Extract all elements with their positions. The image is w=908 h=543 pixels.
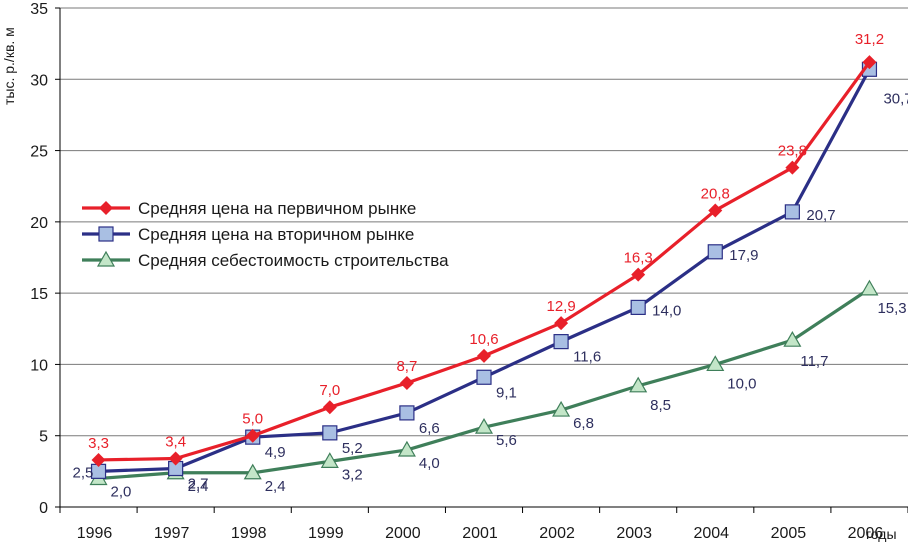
- series-3-point: [243, 463, 262, 480]
- series-2-point: [399, 405, 415, 421]
- data-label: 4,9: [265, 444, 286, 461]
- x-tick-label: 2006: [848, 525, 884, 542]
- series-1-point: [862, 55, 877, 70]
- x-tick-label: 1996: [77, 525, 113, 542]
- series-3-point: [706, 355, 725, 372]
- data-label: 16,3: [624, 250, 653, 267]
- x-tick-label: 2005: [771, 525, 807, 542]
- data-label: 3,3: [88, 435, 109, 452]
- series-3-point: [860, 279, 879, 296]
- data-label: 2,5: [73, 464, 94, 481]
- data-label: 11,6: [573, 349, 601, 366]
- legend-marker-2: [98, 226, 114, 242]
- series-1-point: [168, 451, 183, 466]
- series-2-point: [476, 369, 492, 385]
- data-label: 2,4: [265, 478, 286, 495]
- series-1-point: [708, 203, 723, 218]
- series-1-point: [631, 267, 646, 282]
- data-label: 4,0: [419, 455, 440, 472]
- data-label: 14,0: [652, 302, 681, 319]
- data-label: 9,1: [496, 384, 517, 401]
- legend-marker-3: [96, 250, 116, 267]
- y-tick-label: 20: [30, 215, 48, 232]
- data-label: 3,2: [342, 466, 363, 483]
- y-tick-label: 15: [30, 286, 48, 303]
- data-label: 23,8: [778, 143, 807, 160]
- series-lines: [89, 55, 879, 486]
- series-1-point: [477, 348, 491, 363]
- x-tick-label: 2002: [539, 525, 575, 542]
- data-labels: 3,3 3,4 5,0 7,0 8,7 10,6 12,9 16,3 20,8 23,8 31,2 2…: [73, 31, 908, 500]
- series-1-point: [91, 452, 106, 467]
- x-tick-label: 2004: [693, 525, 729, 542]
- data-label: 5,2: [342, 440, 363, 457]
- x-tick-label: 1998: [231, 525, 267, 542]
- legend-label-2: Средняя цена на вторичном рынке: [138, 225, 414, 244]
- x-axis-ticks: 1996 1997 1998 1999 2000 2001 2002 2003 2004 2005…: [59, 507, 908, 542]
- y-tick-label: 35: [30, 1, 48, 18]
- x-tick-label: 1999: [308, 525, 344, 542]
- gridlines: [60, 7, 908, 437]
- data-label: 6,8: [573, 415, 594, 432]
- y-tick-label: 0: [39, 500, 48, 517]
- data-label: 10,0: [727, 375, 756, 392]
- data-label: 7,0: [319, 382, 340, 399]
- series-line-2: [98, 68, 871, 473]
- x-tick-label: 2003: [616, 525, 652, 542]
- legend: Средняя цена на первичном рынке Средняя ц…: [82, 199, 449, 270]
- data-label: 31,2: [855, 31, 884, 48]
- legend-marker-1: [99, 201, 113, 215]
- x-tick-label: 2000: [385, 525, 421, 542]
- data-label: 10,6: [469, 331, 498, 348]
- y-tick-label: 30: [30, 72, 48, 89]
- series-3-point: [474, 417, 494, 434]
- series-1-point: [245, 428, 260, 443]
- data-label: 20,7: [806, 207, 835, 224]
- series-1-point: [322, 400, 337, 415]
- series-3-point: [552, 400, 571, 417]
- y-axis-ticks: 0 5 10 15 20 25 30 35: [30, 1, 60, 517]
- axes: [59, 8, 908, 508]
- data-label: 15,3: [877, 300, 906, 317]
- series-2-point: [784, 204, 800, 220]
- series-1-point: [785, 160, 800, 175]
- series-2-point: [553, 334, 569, 350]
- data-label: 17,9: [729, 247, 758, 264]
- series-2-point: [322, 425, 338, 441]
- series-3-point: [397, 440, 416, 457]
- series-3-point: [320, 452, 339, 468]
- data-label: 30,7: [883, 90, 908, 107]
- series-3-point: [783, 330, 802, 347]
- data-label: 11,7: [800, 353, 828, 370]
- data-label: 2,0: [111, 483, 132, 500]
- data-label: 6,6: [419, 420, 440, 437]
- y-tick-label: 10: [30, 357, 48, 374]
- series-1-point: [554, 316, 569, 331]
- x-tick-label: 2001: [462, 525, 498, 542]
- data-label: 3,4: [165, 434, 186, 451]
- legend-label-1: Средняя цена на первичном рынке: [138, 199, 416, 218]
- series-1-point: [399, 375, 414, 390]
- data-label: 5,0: [242, 411, 263, 428]
- legend-label-3: Средняя себестоимость строительства: [138, 251, 449, 270]
- data-label: 2,4: [188, 478, 209, 495]
- data-label: 8,7: [396, 358, 417, 375]
- x-tick-label: 1997: [154, 525, 190, 542]
- y-tick-label: 5: [39, 429, 48, 446]
- series-2-point: [630, 299, 646, 315]
- data-label: 8,5: [650, 397, 671, 414]
- x-axis-label: годы: [866, 526, 897, 542]
- data-label: 12,9: [546, 298, 575, 315]
- series-3-point: [629, 376, 648, 393]
- data-label: 20,8: [701, 185, 730, 202]
- data-label: 5,6: [496, 432, 517, 449]
- y-axis-label: тыс. р./кв. м: [1, 27, 17, 105]
- series-2-point: [707, 244, 723, 260]
- y-tick-label: 25: [30, 144, 48, 161]
- data-label: 2,7: [188, 476, 209, 493]
